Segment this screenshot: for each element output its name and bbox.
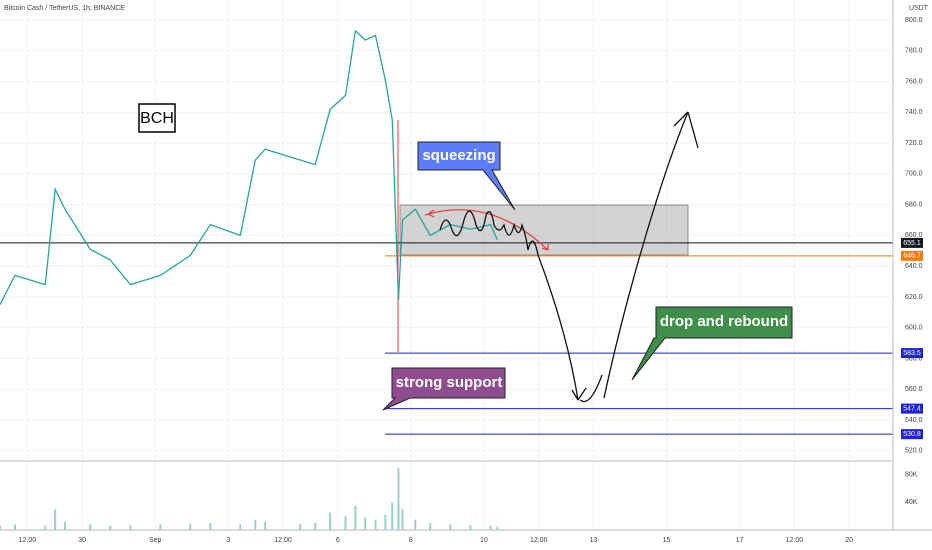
volume-bar [0,525,1,530]
volume-bar [189,523,192,530]
x-tick-label: 10 [480,537,488,544]
y-tick-label: 580.0 [905,355,923,362]
rebound-callout [631,306,793,381]
axes: 520.0 540.0 560.0 580.0 600.0 620.0 640.0 660.0… [19,17,923,544]
volume-bar [264,521,267,530]
y-tick-label: 720.0 [905,140,923,147]
volume-bar [89,524,92,530]
price-line [0,29,499,305]
volume-tick-label: 40K [905,499,918,506]
volume-bar [299,523,302,530]
volume-bar [496,526,499,530]
price-level-label: 547.4 [903,405,921,412]
price-level-label: 655.1 [903,240,921,247]
rebound-label: drop and rebound [660,313,788,330]
x-tick-label: 17 [736,537,744,544]
x-tick-label: 6 [336,537,340,544]
volume-bar [364,517,367,530]
currency: USDT [909,5,929,12]
volume-bar [314,523,317,530]
y-tick-label: 700.0 [905,171,923,178]
y-tick-label: 740.0 [905,109,923,116]
price-level-tag [901,403,923,414]
support-callout [382,367,506,411]
price-level-tag [901,250,923,261]
x-tick-label: 12:00 [19,537,37,544]
y-tick-label: 760.0 [905,78,923,85]
x-tick-label: 8 [409,537,413,544]
squeezing-callout [417,141,516,211]
range-box [399,204,689,256]
volume-bar [109,525,112,530]
volume-bar [329,512,332,530]
drawn-path-up [579,111,699,403]
volume-bar [129,525,132,530]
arc-arrow [424,209,549,251]
volume-bar [239,524,242,530]
volume-bar [429,523,432,530]
price-level-tag [901,237,923,248]
volume-bar [469,525,472,530]
y-tick-label: 680.0 [905,201,923,208]
volume-bar [13,524,16,530]
volume-bar [397,467,400,530]
x-tick-label: 12:00 [530,537,548,544]
volume-bar [489,525,492,530]
price-level-label: 530.8 [903,431,921,438]
y-tick-label: 780.0 [905,48,923,55]
y-tick-label: 800.0 [905,17,923,24]
price-level-label: 646.7 [903,253,921,260]
y-tick-label: 600.0 [905,325,923,332]
volume-bar [391,502,394,530]
x-tick-label: 30 [78,537,86,544]
levels [0,242,893,435]
support-label: strong support [396,374,503,391]
y-tick-label: 640.0 [905,263,923,270]
y-tick-label: 660.0 [905,232,923,239]
price-level-label: 583.5 [903,350,921,357]
x-tick-label: 15 [663,537,671,544]
volume-bar [344,516,347,530]
volume-bar [254,519,257,530]
arc-arrow-heads [427,209,549,251]
logo-box [138,103,176,133]
y-tick-label: 620.0 [905,294,923,301]
x-tick-label: 20 [845,537,853,544]
volume-bar [159,524,162,530]
volume-bar [374,519,377,530]
volume-bar [354,505,357,530]
squeezing-label: squeezing [422,147,495,164]
x-tick-label: 12:00 [786,537,804,544]
y-tick-label: 540.0 [905,417,923,424]
volume-bar [449,524,452,530]
volume-bar [209,523,212,530]
y-tick-label: 520.0 [905,448,923,455]
price-level-tag [901,429,923,440]
x-tick-label: 3 [226,537,230,544]
volume-tick-label: 80K [905,472,918,479]
x-tick-label: 12:00 [274,537,292,544]
y-tick-label: 560.0 [905,386,923,393]
symbol-header: Bitcoin Cash / TetherUS, 1h, BINANCE [4,5,125,12]
plot [0,29,499,530]
x-tick-label: 13 [590,537,598,544]
volume-bar [44,525,47,530]
volume-bar [54,509,57,530]
volume-bar [401,509,404,530]
logo: BCH [140,110,174,127]
drawn-path-down [439,210,587,401]
x-tick-label: Sep [149,537,162,544]
price-level-tag [901,348,923,359]
volume-bar [414,519,417,530]
volume-bar [384,514,387,530]
volume-bar [64,521,67,530]
